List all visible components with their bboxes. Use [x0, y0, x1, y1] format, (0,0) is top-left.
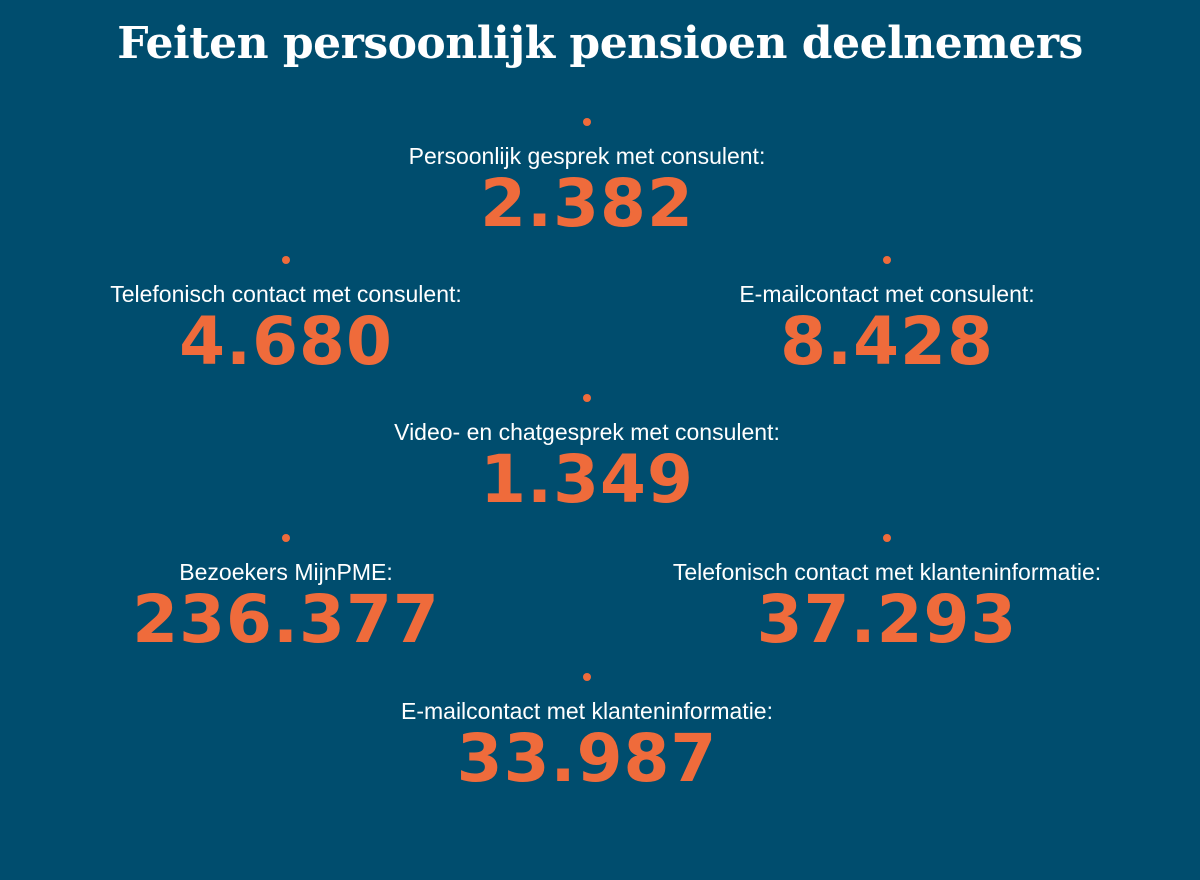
fact-label: E-mailcontact met consulent:	[739, 281, 1035, 307]
page-title: Feiten persoonlijk pensioen deelnemers	[117, 18, 1083, 69]
fact-telefonisch-klanteninformatie: Telefonisch contact met klanteninformati…	[587, 534, 1187, 654]
fact-bezoekers-mijnpme: Bezoekers MijnPME: 236.377	[36, 534, 536, 654]
fact-label: Telefonisch contact met klanteninformati…	[672, 559, 1102, 585]
fact-email-consulent: E-mailcontact met consulent: 8.428	[637, 256, 1137, 376]
fact-value: 1.349	[480, 441, 694, 518]
fact-label: Bezoekers MijnPME:	[179, 559, 393, 585]
fact-video-chat: Video- en chatgesprek met consulent: 1.3…	[287, 394, 887, 514]
fact-label: E-mailcontact met klanteninformatie:	[401, 698, 773, 724]
fact-value: 4.680	[179, 303, 393, 380]
fact-value: 8.428	[780, 303, 994, 380]
bullet-dot-icon	[883, 256, 891, 264]
bullet-dot-icon	[883, 534, 891, 542]
fact-value: 2.382	[480, 165, 694, 242]
fact-label: Telefonisch contact met consulent:	[110, 281, 462, 307]
bullet-dot-icon	[583, 394, 591, 402]
fact-value: 37.293	[756, 581, 1018, 658]
bullet-dot-icon	[282, 534, 290, 542]
fact-email-klanteninformatie: E-mailcontact met klanteninformatie: 33.…	[287, 673, 887, 793]
bullet-dot-icon	[583, 118, 591, 126]
fact-telefonisch-consulent: Telefonisch contact met consulent: 4.680	[36, 256, 536, 376]
bullet-dot-icon	[583, 673, 591, 681]
fact-persoonlijk-gesprek: Persoonlijk gesprek met consulent: 2.382	[287, 118, 887, 238]
fact-label: Video- en chatgesprek met consulent:	[394, 419, 780, 445]
fact-label: Persoonlijk gesprek met consulent:	[408, 143, 766, 169]
fact-value: 236.377	[132, 581, 440, 658]
bullet-dot-icon	[282, 256, 290, 264]
fact-value: 33.987	[456, 720, 718, 797]
